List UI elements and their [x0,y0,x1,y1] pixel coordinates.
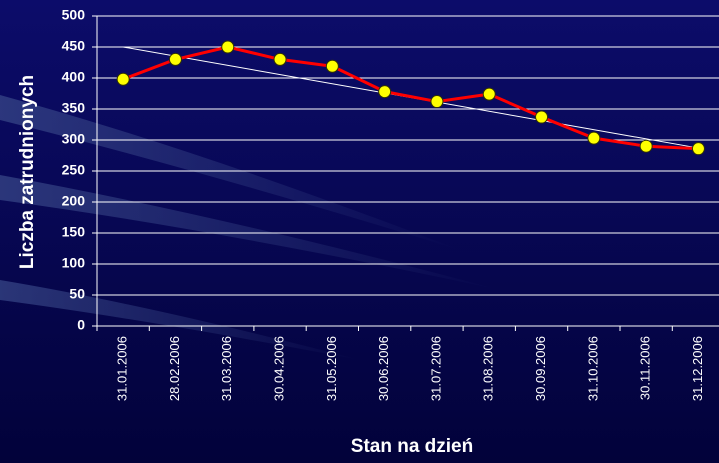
marker [482,87,496,101]
x-tick-label: 30.11.2006 [638,336,653,400]
y-tick-label: 150 [62,224,86,240]
x-tick-label: 30.06.2006 [376,336,391,401]
background-streak [0,95,460,250]
marker [430,95,444,109]
y-tick-label: 450 [62,38,86,54]
y-tick-label: 100 [62,255,86,271]
x-tick-label: 28.02.2006 [167,336,182,401]
x-tick-label: 31.07.2006 [428,336,443,401]
marker [221,40,235,54]
x-tick-label: 31.03.2006 [219,336,234,401]
y-tick-label: 400 [62,69,86,85]
x-tick-label: 31.10.2006 [585,336,600,401]
marker [273,52,287,66]
background-streak [0,280,360,360]
marker [378,85,392,99]
marker [325,59,339,73]
y-tick-label: 500 [62,7,86,23]
marker [535,110,549,124]
marker [116,72,130,86]
x-tick-label: 31.05.2006 [324,336,339,401]
marker [691,142,705,156]
y-tick-label: 0 [77,317,85,333]
x-tick-label: 30.09.2006 [533,336,548,401]
x-axis-label: Stan na dzień [351,436,473,457]
y-tick-label: 300 [62,131,86,147]
y-axis-label: Liczba zatrudnionych [17,75,38,269]
x-tick-label: 30.04.2006 [271,336,286,401]
y-tick-label: 200 [62,193,86,209]
x-tick-label: 31.08.2006 [481,336,496,401]
line [122,45,699,151]
x-tick-label: 31.01.2006 [115,336,130,401]
y-tick-label: 50 [69,286,85,302]
marker [587,131,601,145]
marker [168,52,182,66]
y-tick-label: 350 [62,100,86,116]
y-tick-label: 250 [62,162,86,178]
x-tick-label: 31.12.2006 [690,336,705,401]
marker [639,139,653,153]
